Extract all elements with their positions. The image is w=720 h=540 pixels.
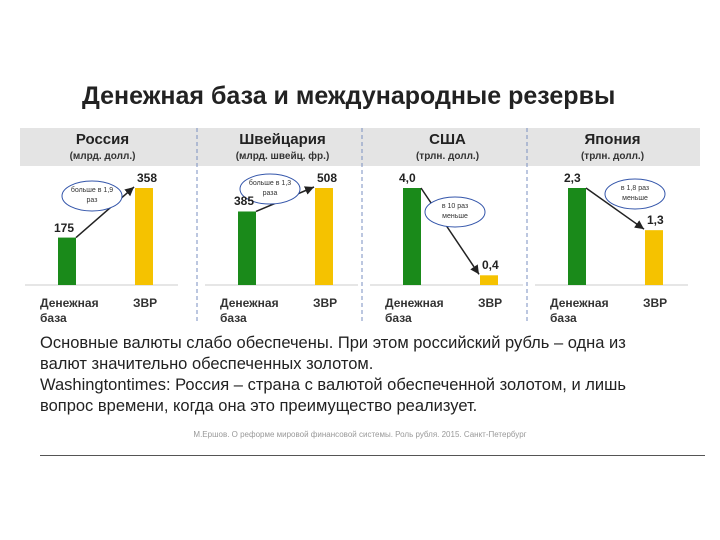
- value-label: 358: [137, 171, 158, 185]
- body-text: Основные валюты слабо обеспечены. При эт…: [40, 333, 660, 417]
- bar: [645, 230, 663, 285]
- category-label: Денежная база: [550, 296, 609, 325]
- category-label: ЗВР: [478, 296, 503, 310]
- value-label: 508: [317, 171, 338, 185]
- panel-subtitle: (млрд. долл.): [69, 151, 136, 162]
- value-label: 385: [234, 194, 255, 209]
- value-label: 2,3: [564, 171, 581, 185]
- panel-title: США: [429, 131, 466, 148]
- panel-subtitle: (млрд. швейц. фр.): [235, 151, 330, 162]
- category-label: Денежная база: [220, 296, 279, 325]
- panel-subtitle: (трлн. долл.): [415, 151, 480, 162]
- value-label: 1,3: [647, 213, 664, 228]
- panel-title: Швейцария: [239, 131, 326, 148]
- arrow: [420, 187, 480, 275]
- value-label: 175: [54, 220, 75, 235]
- panel-title: Россия: [75, 131, 130, 148]
- category-label: ЗВР: [643, 296, 668, 310]
- bar: [238, 211, 256, 285]
- rule: [40, 455, 705, 456]
- annotation-bubble: [424, 196, 486, 228]
- annotation: больше в 1,3 раза: [248, 180, 292, 197]
- annotation: в 10 раз меньше: [441, 203, 469, 220]
- bar: [315, 188, 333, 285]
- paragraph: Washingtontimes: Россия – страна с валют…: [40, 376, 626, 415]
- category-label: ЗВР: [313, 296, 338, 310]
- value-label: 0,4: [482, 258, 499, 273]
- annotation: больше в 1,9 раз: [70, 187, 114, 204]
- annotation-bubble: [61, 180, 123, 212]
- bar: [135, 188, 153, 285]
- arrow: [75, 186, 135, 239]
- bar: [403, 188, 421, 285]
- annotation-bubble: [604, 178, 666, 210]
- panel-title: Япония: [584, 131, 641, 148]
- category-label: ЗВР: [133, 296, 158, 310]
- panel-subtitle: (трлн. долл.): [580, 151, 645, 162]
- bar: [58, 237, 76, 285]
- bar: [480, 275, 498, 285]
- annotation-bubble: [239, 173, 301, 205]
- annotation: в 1,8 раз меньше: [620, 185, 650, 202]
- slide-title: Денежная база и международные резервы: [82, 82, 616, 110]
- arrow: [585, 187, 645, 230]
- header-band: [20, 128, 700, 166]
- category-label: Денежная база: [385, 296, 444, 325]
- value-label: 4,0: [399, 171, 416, 185]
- footer: М.Ершов. О реформе мировой финансовой си…: [193, 430, 527, 439]
- category-label: Денежная база: [40, 296, 99, 325]
- paragraph: Основные валюты слабо обеспечены. При эт…: [40, 334, 626, 373]
- bar: [568, 188, 586, 285]
